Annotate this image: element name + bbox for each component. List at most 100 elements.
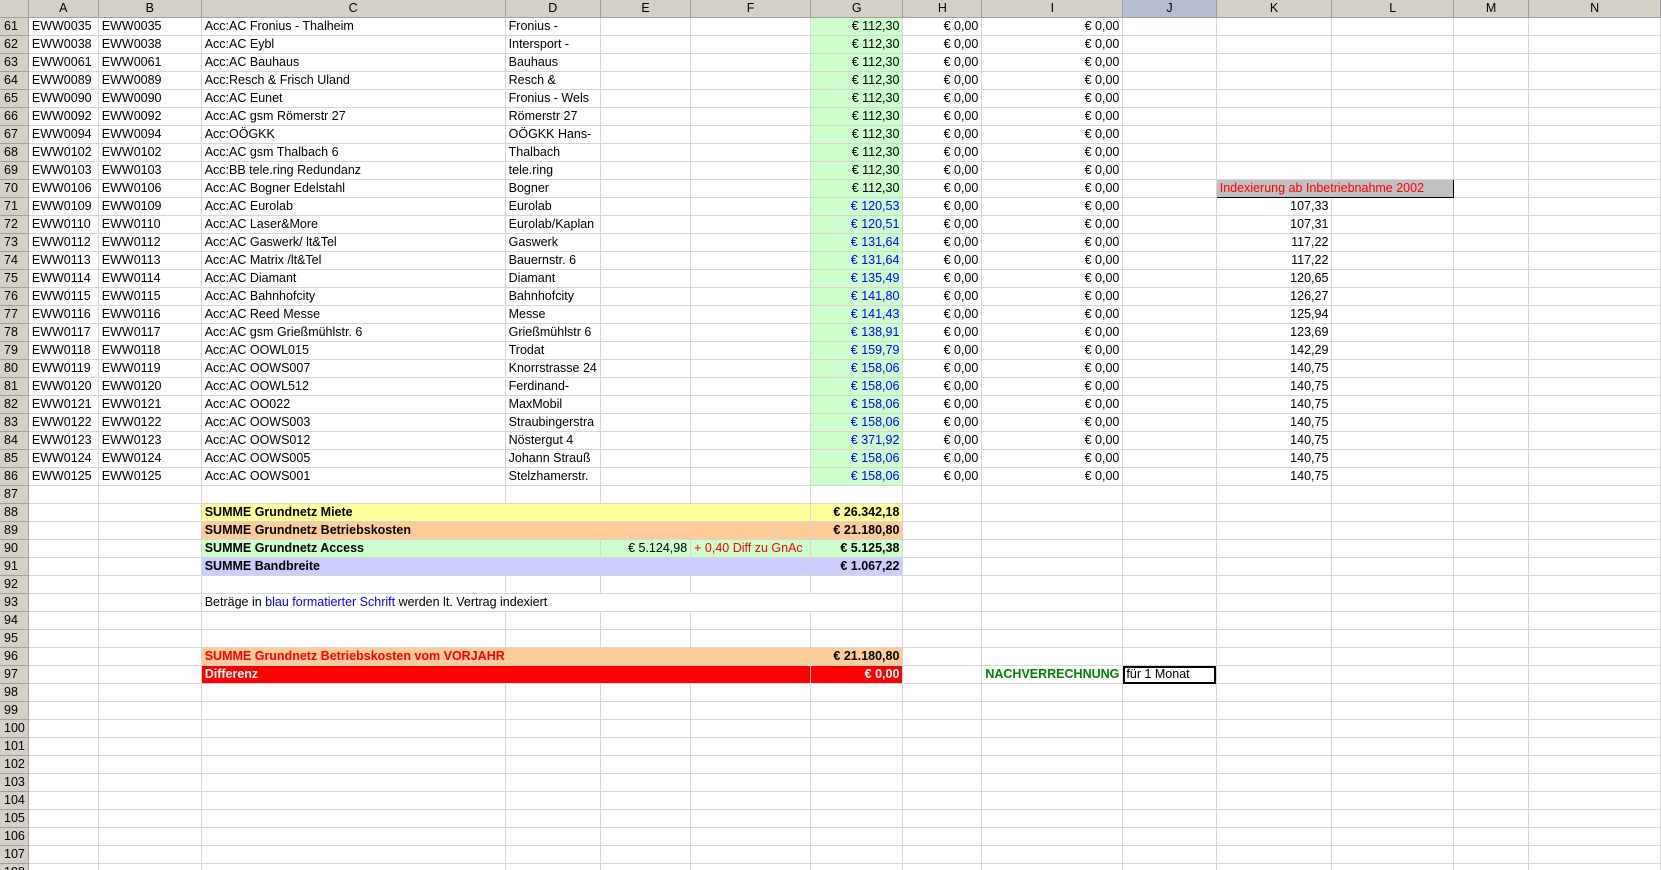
cell-a[interactable]: EWW0114 [28, 269, 99, 288]
cell-c[interactable]: Acc:AC OOWS001 [201, 467, 506, 486]
cell-j[interactable] [1122, 305, 1217, 324]
column-header[interactable]: D [505, 0, 601, 18]
cell-i[interactable]: € 0,00 [981, 125, 1124, 144]
cell-n[interactable] [1528, 107, 1661, 126]
cell-j[interactable] [1122, 413, 1217, 432]
cell-c[interactable]: Acc:AC OO022 [201, 395, 506, 414]
cell-e[interactable] [600, 53, 692, 72]
cell-g[interactable]: € 131,64 [810, 251, 904, 270]
cell-i[interactable]: € 0,00 [981, 413, 1124, 432]
empty-cell[interactable] [810, 791, 904, 810]
cell-l[interactable] [1331, 467, 1454, 486]
cell-m[interactable] [1453, 269, 1530, 288]
cell-m[interactable] [1453, 107, 1530, 126]
cell-f[interactable] [690, 71, 812, 90]
nachverrechnung-label[interactable]: NACHVERRECHNUNG [981, 665, 1124, 684]
cell-n[interactable] [1528, 215, 1661, 234]
cell-e[interactable] [600, 269, 692, 288]
cell-n[interactable] [1528, 287, 1661, 306]
cell-b[interactable]: EWW0115 [98, 287, 202, 306]
column-header-selected[interactable]: J [1122, 0, 1217, 18]
cell-e[interactable] [600, 161, 692, 180]
empty-cell[interactable] [1528, 719, 1661, 738]
cell-a[interactable]: EWW0125 [28, 467, 99, 486]
row-header[interactable]: 83 [0, 413, 29, 432]
cell-g[interactable]: € 135,49 [810, 269, 904, 288]
cell-j[interactable] [1122, 341, 1217, 360]
empty-cell[interactable] [1216, 701, 1333, 720]
row-header[interactable]: 106 [0, 827, 29, 846]
cell-g[interactable]: € 112,30 [810, 125, 904, 144]
cell-e[interactable] [600, 359, 692, 378]
cell-n[interactable] [1528, 251, 1661, 270]
cell-k[interactable]: 140,75 [1216, 449, 1333, 468]
cell-b[interactable]: EWW0090 [98, 89, 202, 108]
empty-cell[interactable] [98, 755, 202, 774]
empty-cell[interactable] [505, 683, 601, 702]
cell-m[interactable] [1453, 179, 1530, 198]
row-header[interactable]: 87 [0, 485, 29, 504]
cell-d[interactable]: MaxMobil [505, 395, 601, 414]
empty-cell[interactable] [981, 683, 1124, 702]
cell-f[interactable] [690, 377, 812, 396]
cell-j[interactable] [1122, 107, 1217, 126]
row-header[interactable]: 66 [0, 107, 29, 126]
cell-f[interactable] [690, 323, 812, 342]
cell-m[interactable] [1453, 305, 1530, 324]
row-header[interactable]: 82 [0, 395, 29, 414]
empty-cell[interactable] [1453, 719, 1530, 738]
cell-e[interactable] [600, 413, 692, 432]
cell-j[interactable] [1122, 89, 1217, 108]
empty-cell[interactable] [28, 809, 99, 828]
cell-a[interactable]: EWW0118 [28, 341, 99, 360]
cell-n[interactable] [1528, 395, 1661, 414]
cell-m[interactable] [1453, 143, 1530, 162]
cell-d[interactable]: Nöstergut 4 [505, 431, 601, 450]
empty-cell[interactable] [902, 809, 983, 828]
empty-cell[interactable] [1216, 863, 1333, 870]
cell-j[interactable] [1122, 431, 1217, 450]
cell-b[interactable]: EWW0103 [98, 161, 202, 180]
empty-cell[interactable] [98, 809, 202, 828]
row-header[interactable]: 74 [0, 251, 29, 270]
cell-j[interactable] [1122, 71, 1217, 90]
cell-g[interactable]: € 112,30 [810, 35, 904, 54]
cell-f[interactable] [690, 35, 812, 54]
empty-cell[interactable] [98, 791, 202, 810]
empty-cell[interactable] [28, 683, 99, 702]
cell-g[interactable]: € 112,30 [810, 53, 904, 72]
cell-h[interactable]: € 0,00 [902, 143, 983, 162]
cell-m[interactable] [1453, 53, 1530, 72]
cell-a[interactable]: EWW0110 [28, 215, 99, 234]
empty-cell[interactable] [810, 863, 904, 870]
empty-cell[interactable] [1122, 737, 1217, 756]
cell-f[interactable] [690, 431, 812, 450]
cell-k[interactable]: 142,29 [1216, 341, 1333, 360]
sum-access-diff[interactable]: + 0,40 Diff zu GnAc [690, 539, 812, 558]
cell-a[interactable]: EWW0102 [28, 143, 99, 162]
cell-a[interactable]: EWW0123 [28, 431, 99, 450]
cell-d[interactable]: Messe [505, 305, 601, 324]
cell-f[interactable] [690, 341, 812, 360]
cell-l[interactable] [1331, 125, 1454, 144]
cell-f[interactable] [690, 179, 812, 198]
cell-f[interactable] [690, 359, 812, 378]
cell-e[interactable] [600, 179, 692, 198]
cell-m[interactable] [1453, 341, 1530, 360]
cell-d[interactable]: Intersport - [505, 35, 601, 54]
cell-e[interactable] [600, 143, 692, 162]
empty-cell[interactable] [1453, 701, 1530, 720]
cell-j[interactable] [1122, 179, 1217, 198]
cell-f[interactable] [690, 215, 812, 234]
cell-j[interactable] [1122, 215, 1217, 234]
cell-l[interactable] [1331, 143, 1454, 162]
cell-g[interactable]: € 158,06 [810, 467, 904, 486]
empty-cell[interactable] [1122, 809, 1217, 828]
cell-k[interactable] [1216, 143, 1333, 162]
cell-h[interactable]: € 0,00 [902, 449, 983, 468]
cell-k[interactable]: 125,94 [1216, 305, 1333, 324]
empty-cell[interactable] [690, 737, 812, 756]
cell-d[interactable]: Fronius - Wels [505, 89, 601, 108]
cell-a[interactable]: EWW0117 [28, 323, 99, 342]
cell-d[interactable]: tele.ring [505, 161, 601, 180]
